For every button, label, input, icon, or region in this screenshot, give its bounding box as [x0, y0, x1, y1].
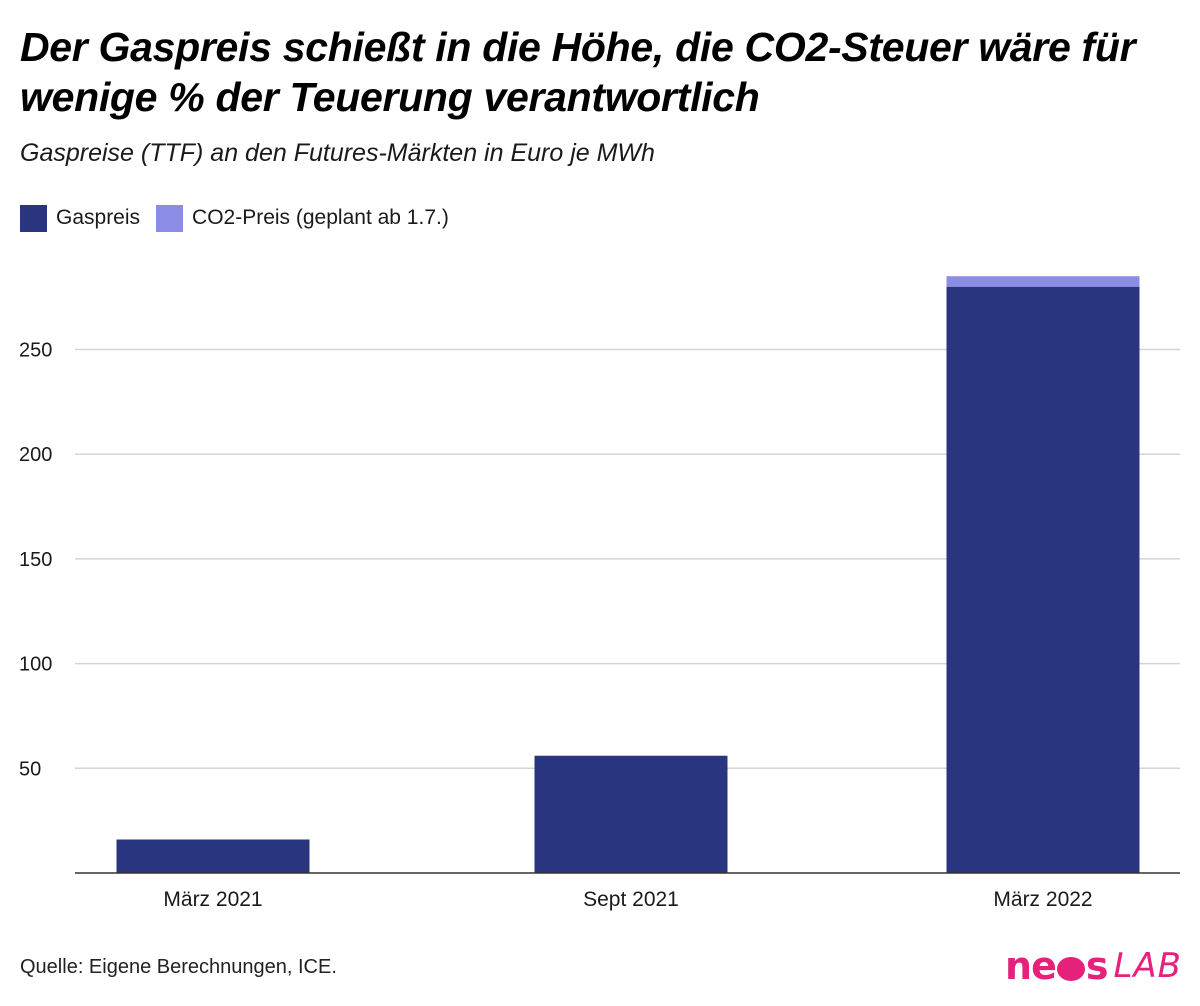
legend-label-co2-preis: CO2-Preis (geplant ab 1.7.)	[192, 206, 449, 229]
legend-label-gaspreis: Gaspreis	[56, 206, 141, 229]
bar-gaspreis-1	[534, 755, 728, 873]
bar-gaspreis-0	[116, 839, 310, 873]
neos-lab-logo: ne s LAB	[1005, 944, 1182, 988]
logo-neos: ne s	[1005, 944, 1109, 988]
logo-dot-icon	[1056, 957, 1085, 981]
y-tick-label: 150	[19, 549, 52, 571]
y-tick-label: 250	[19, 340, 52, 362]
legend-item-co2-preis: CO2-Preis (geplant ab 1.7.)	[156, 204, 449, 232]
chart-title: Der Gaspreis schießt in die Höhe, die CO…	[20, 24, 1136, 120]
source-note: Quelle: Eigene Berechnungen, ICE.	[20, 956, 337, 978]
logo-neos-ne: ne	[1005, 944, 1057, 988]
legend: Gaspreis CO2-Preis (geplant ab 1.7.)	[20, 202, 465, 234]
bar-co2-preis-2	[946, 276, 1140, 287]
legend-swatch-gaspreis	[20, 204, 47, 232]
x-tick-label: März 2022	[993, 888, 1092, 911]
x-tick-label: Sept 2021	[583, 888, 679, 911]
x-tick-label: März 2021	[163, 888, 262, 911]
legend-item-gaspreis: Gaspreis	[20, 204, 141, 232]
logo-lab: LAB	[1113, 946, 1182, 986]
legend-swatch-co2-preis	[156, 204, 184, 232]
y-tick-label: 50	[19, 758, 41, 780]
y-tick-label: 100	[19, 654, 52, 676]
bar-gaspreis-2	[946, 286, 1140, 873]
chart-subtitle: Gaspreise (TTF) an den Futures-Märkten i…	[20, 139, 655, 167]
logo-neos-s: s	[1085, 944, 1109, 988]
y-tick-label: 200	[19, 444, 52, 466]
